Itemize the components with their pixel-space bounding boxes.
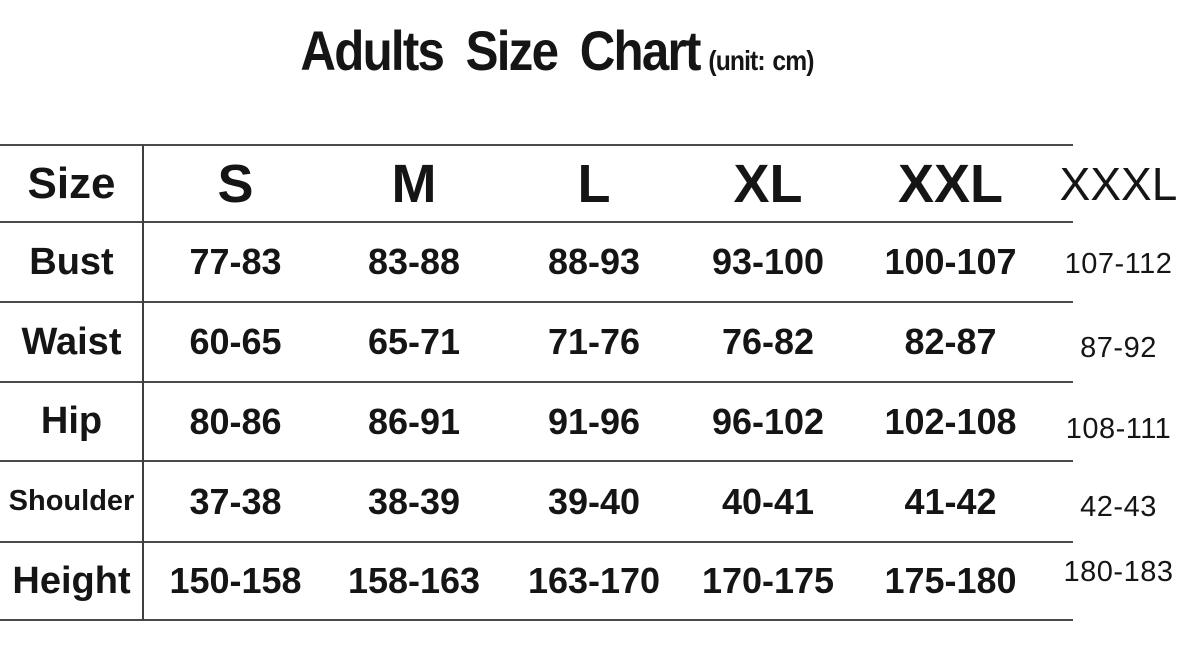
row-label-shoulder: Shoulder [8,485,135,517]
size-value-cell: 170-175 [701,560,835,601]
column-header-s: S [217,153,254,214]
size-value-cell: 83-88 [367,241,461,282]
row-label-bust: Bust [29,240,114,283]
size-value-cell: 38-39 [367,480,461,522]
row-divider [0,221,1073,223]
column-header-xl: XL [733,153,803,214]
size-value-cell: 163-170 [527,560,661,601]
page-title: Adults Size Chart (unit: cm) [29,18,1085,83]
row-label-height: Height [12,559,131,602]
row-divider [0,301,1073,303]
size-value-cell: 91-96 [547,400,641,442]
size-value-cell: 42-43 [1080,491,1157,523]
size-value-cell: 108-111 [1065,413,1172,445]
size-value-cell: 87-92 [1080,331,1157,364]
size-value-cell: 60-65 [189,321,282,362]
size-value-cell: 76-82 [721,321,815,362]
row-divider [0,460,1073,462]
corner-header-size: Size [27,158,116,208]
table-bottom-border [0,619,1073,621]
size-value-cell: 65-71 [367,321,461,362]
size-value-cell: 93-100 [711,241,825,282]
row-divider [0,381,1073,383]
row-label-hip: Hip [40,400,103,442]
column-header-m: M [391,153,437,214]
size-value-cell: 71-76 [547,321,641,362]
size-value-cell: 37-38 [189,480,282,522]
column-header-xxl: XXL [897,153,1004,214]
page-title-unit: (unit: cm) [708,45,814,76]
page-title-text: Adults Size Chart [300,19,701,82]
column-divider [142,145,144,620]
size-value-cell: 107-112 [1064,247,1173,280]
size-value-cell: 80-86 [189,400,282,442]
size-value-cell: 150-158 [169,560,302,601]
row-divider [0,541,1073,543]
size-value-cell: 96-102 [711,400,825,442]
size-value-cell: 102-108 [884,400,1017,442]
size-value-cell: 158-163 [347,560,481,601]
size-value-cell: 40-41 [721,480,815,522]
size-value-cell: 77-83 [189,241,282,282]
row-label-waist: Waist [21,320,122,363]
size-value-cell: 41-42 [904,480,997,522]
size-table: Size S M L XL XXL XXXL Bust 77-83 83-88 88-93 93-10… [0,145,1200,620]
column-header-l: L [577,153,611,214]
size-value-cell: 100-107 [884,241,1017,282]
size-value-cell: 86-91 [367,400,461,442]
size-value-cell: 175-180 [884,560,1017,601]
size-value-cell: 88-93 [547,241,641,282]
size-value-cell: 82-87 [904,321,997,362]
size-value-cell: 39-40 [547,480,641,522]
column-header-xxxl: XXXL [1059,157,1178,210]
size-value-cell: 180-183 [1063,555,1174,588]
table-top-border [0,144,1073,146]
